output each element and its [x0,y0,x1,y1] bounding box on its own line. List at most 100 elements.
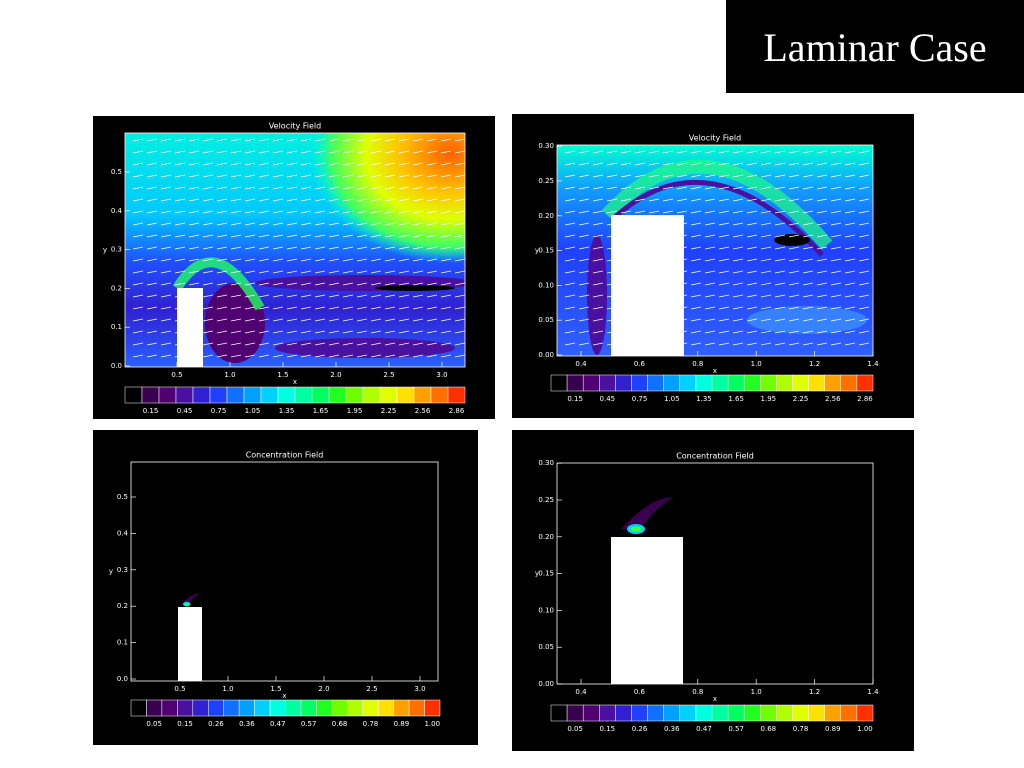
colorbar-cell [130,699,147,717]
field-fill [131,462,438,681]
arrow [634,186,646,190]
arrow [370,210,382,214]
arrow [216,234,228,238]
arrow [412,138,424,142]
arrow [592,306,604,310]
arrow [774,222,786,226]
arrow [398,246,410,250]
y-tick-label: 0.2 [117,602,128,610]
arrow [732,306,744,310]
arrow [426,234,438,238]
colorbar-cell [599,374,616,392]
arrow [704,198,716,202]
arrow [342,198,354,202]
arrow [370,270,382,274]
arrow [160,222,172,226]
obstacle [177,288,203,367]
arrow [356,222,368,226]
arrow [426,318,438,322]
arrow [356,246,368,250]
arrow [244,270,256,274]
arrow [760,270,772,274]
arrow [802,306,814,310]
arrow [244,138,256,142]
colorbar-cell [408,699,425,717]
arrow [300,270,312,274]
arrow [132,258,144,262]
x-tick-label: 1.0 [751,688,762,696]
colorbar-cell [808,374,825,392]
arrow [662,210,674,214]
arrow [188,198,200,202]
arrow [314,294,326,298]
arrow [578,210,590,214]
arrow [802,162,814,166]
arrow [844,198,856,202]
arrow [746,246,758,250]
arrow [216,222,228,226]
arrow [230,258,242,262]
arrow [704,162,716,166]
arrow [258,234,270,238]
plot-title: Velocity Field [269,122,321,131]
arrow [384,222,396,226]
figure-panel: Velocity Field 0.4 0.6 0.8 1.0 1.2 1.4 x 0.00 0.0… [512,114,914,418]
colorbar-label: 1.00 [424,720,440,728]
arrow [830,342,842,346]
arrow [592,246,604,250]
arrow [858,342,870,346]
arrow [370,222,382,226]
arrow [690,258,702,262]
arrow [732,210,744,214]
arrow [342,246,354,250]
colorbar-label: 1.95 [347,407,363,415]
y-tick-label: 0.25 [538,496,554,504]
arrow [300,282,312,286]
arrow [272,282,284,286]
arrow [592,234,604,238]
arrow [578,318,590,322]
arrow [690,162,702,166]
arrow [440,246,452,250]
arrow [132,306,144,310]
arrow [286,306,298,310]
arrow [634,150,646,154]
arrow [286,162,298,166]
arrow [146,258,158,262]
arrow [244,150,256,154]
arrow [746,162,758,166]
arrow [174,138,186,142]
arrow [300,150,312,154]
arrow [440,210,452,214]
arrow [384,234,396,238]
arrow [370,294,382,298]
arrow [188,246,200,250]
arrow [258,270,270,274]
arrow [258,354,270,358]
arrow [188,150,200,154]
arrow [314,198,326,202]
arrow [286,354,298,358]
y-axis-label: y [535,247,539,255]
arrow [216,306,228,310]
colorbar-cell [727,374,745,392]
arrow [342,354,354,358]
plume-core [630,526,642,532]
arrow [718,198,730,202]
arrow [146,318,158,322]
colorbar-cell [856,374,874,392]
colorbar-cell [328,386,347,404]
field-band [205,283,265,363]
x-tick-label: 0.6 [634,688,646,696]
arrow [202,270,214,274]
colorbar-cell [347,699,363,717]
y-tick-label: 0.05 [538,643,554,651]
colorbar-label: 1.65 [728,395,744,403]
colorbar-cell [447,386,466,404]
arrow [258,294,270,298]
arrow [132,354,144,358]
arrow [384,282,396,286]
x-axis-label: x [282,692,286,700]
arrow [356,270,368,274]
arrow [384,162,396,166]
